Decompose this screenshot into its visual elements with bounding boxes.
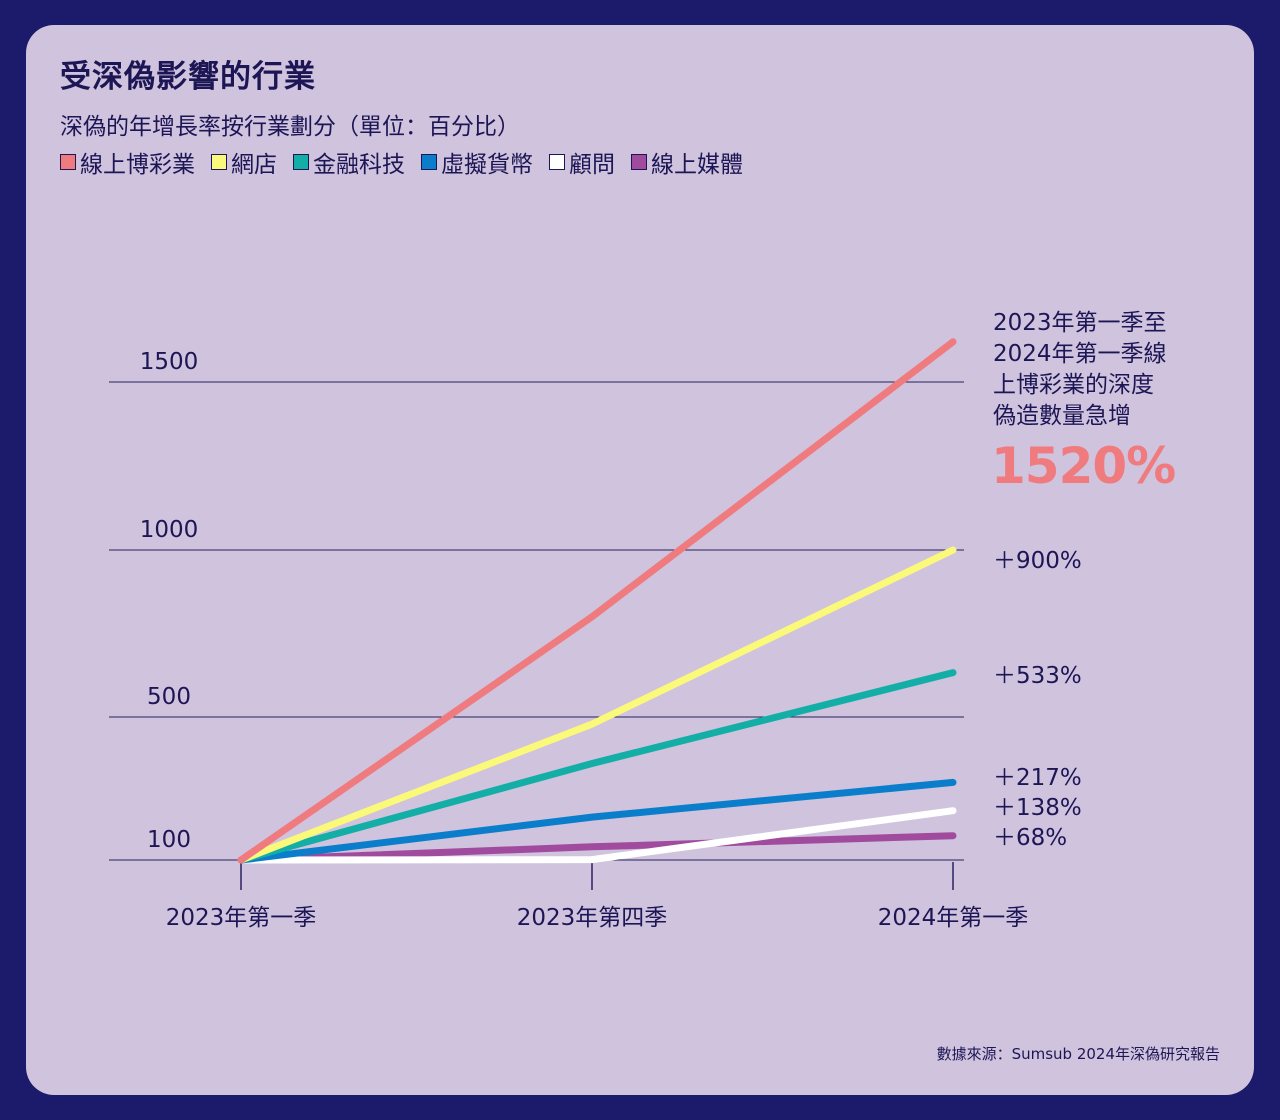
series-line-4 bbox=[237, 807, 957, 864]
legend-swatch-consulting bbox=[549, 154, 565, 170]
series-end-label: ＋138% bbox=[993, 795, 1082, 821]
series-end-label: ＋217% bbox=[993, 765, 1082, 791]
legend-label-online-store: 網店 bbox=[231, 152, 277, 178]
legend-item-online-gambling: 線上博彩業 bbox=[60, 145, 195, 179]
series-end-label: ＋68% bbox=[993, 825, 1067, 851]
callout-value: 1520% bbox=[991, 437, 1176, 495]
callout-line: 2023年第一季至 bbox=[993, 310, 1167, 336]
legend-label-fintech: 金融科技 bbox=[313, 152, 405, 178]
callout-text: 2023年第一季至 2024年第一季線 上博彩業的深度 偽造數量急增 bbox=[993, 308, 1203, 432]
y-tick-label: 500 bbox=[147, 684, 191, 710]
legend-item-crypto: 虛擬貨幣 bbox=[421, 145, 533, 179]
callout-line: 2024年第一季線 bbox=[993, 341, 1167, 367]
series-line-5 bbox=[237, 832, 957, 864]
legend-item-fintech: 金融科技 bbox=[293, 145, 405, 179]
legend-label-online-gambling: 線上博彩業 bbox=[80, 152, 195, 178]
callout-line: 上博彩業的深度 bbox=[993, 372, 1154, 398]
series-line-1 bbox=[237, 546, 957, 864]
chart-card: 受深偽影響的行業 深偽的年增長率按行業劃分（單位：百分比） 線上博彩業 網店 金… bbox=[26, 25, 1254, 1095]
chart-title: 受深偽影響的行業 bbox=[60, 59, 316, 95]
source-note: 數據來源：Sumsub 2024年深偽研究報告 bbox=[936, 1045, 1220, 1063]
legend-item-online-store: 網店 bbox=[211, 145, 277, 179]
series-line-2 bbox=[237, 669, 957, 864]
legend-swatch-online-store bbox=[211, 154, 227, 170]
callout-line: 偽造數量急增 bbox=[993, 403, 1131, 429]
legend-swatch-crypto bbox=[421, 154, 437, 170]
x-tick-label: 2023年第一季 bbox=[166, 905, 317, 931]
legend-label-crypto: 虛擬貨幣 bbox=[441, 152, 533, 178]
chart-subtitle: 深偽的年增長率按行業劃分（單位：百分比） bbox=[60, 114, 520, 140]
series-line-3 bbox=[237, 778, 957, 864]
legend: 線上博彩業 網店 金融科技 虛擬貨幣 顧問 線上媒體 bbox=[60, 145, 743, 179]
legend-item-online-media: 線上媒體 bbox=[631, 145, 743, 179]
series-end-label: ＋900% bbox=[993, 548, 1082, 574]
legend-swatch-fintech bbox=[293, 154, 309, 170]
line-chart: 100 500 1000 1500 2023年第一季 2023年第四季 2024年第一季 ＋9… bbox=[109, 338, 1082, 931]
y-tick-label: 1500 bbox=[140, 349, 199, 375]
x-tick-label: 2023年第四季 bbox=[517, 905, 668, 931]
series-line-0 bbox=[237, 338, 957, 864]
series-end-label: ＋533% bbox=[993, 663, 1082, 689]
legend-label-consulting: 顧問 bbox=[569, 152, 615, 178]
y-tick-label: 100 bbox=[147, 827, 191, 853]
x-tick-label: 2024年第一季 bbox=[878, 905, 1029, 931]
y-tick-label: 1000 bbox=[140, 517, 199, 543]
legend-swatch-online-gambling bbox=[60, 154, 76, 170]
legend-item-consulting: 顧問 bbox=[549, 145, 615, 179]
legend-swatch-online-media bbox=[631, 154, 647, 170]
legend-label-online-media: 線上媒體 bbox=[651, 152, 743, 178]
